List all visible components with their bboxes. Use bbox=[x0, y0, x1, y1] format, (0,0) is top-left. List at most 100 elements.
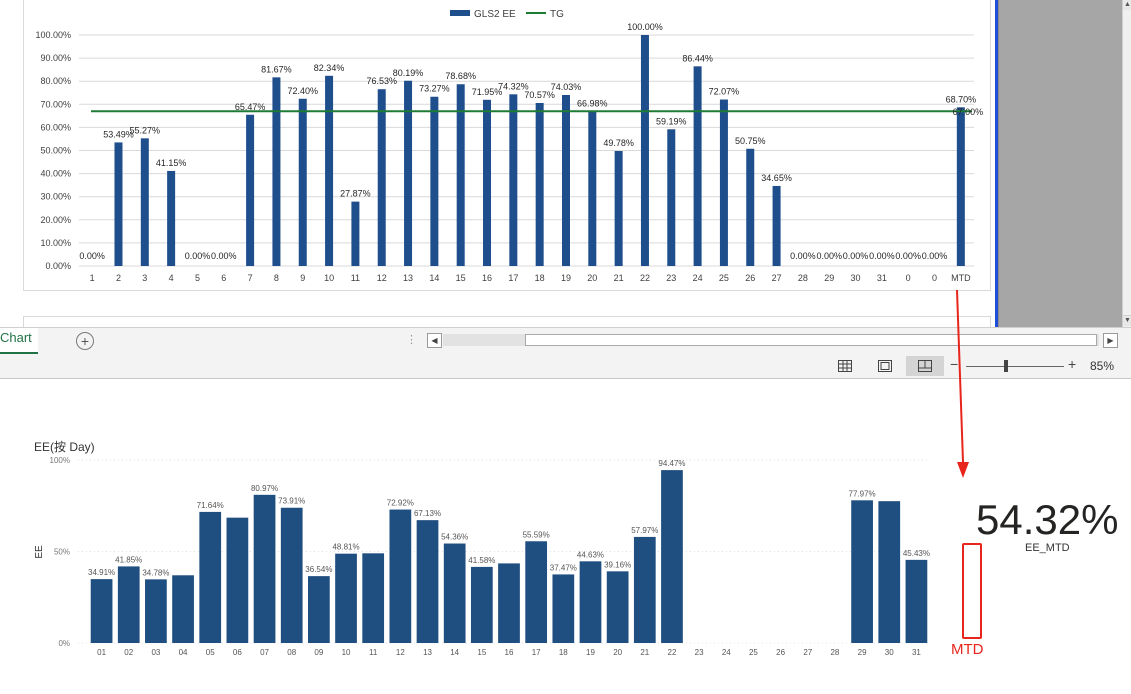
data-label: 71.95% bbox=[472, 87, 503, 97]
x-tick-label: MTD bbox=[951, 273, 971, 283]
scroll-left-icon[interactable]: ◀ bbox=[427, 333, 442, 348]
bar bbox=[246, 114, 255, 266]
bar bbox=[878, 501, 901, 643]
data-label: 0.00% bbox=[790, 251, 816, 261]
data-label: 72.40% bbox=[287, 86, 318, 96]
x-tick-label: 3 bbox=[142, 273, 147, 283]
excel-legend: GLS2 EE TG bbox=[450, 9, 564, 20]
x-tick-label: 12 bbox=[396, 648, 405, 657]
x-tick-label: 7 bbox=[248, 273, 253, 283]
zoom-slider[interactable] bbox=[966, 366, 1064, 367]
excel-chart-svg: GLS2 EE TG0.00%10.00%20.00%30.00%40.00%50… bbox=[35, 9, 983, 283]
data-label: 72.07% bbox=[709, 87, 740, 97]
y-tick-label: 20.00% bbox=[40, 215, 71, 225]
add-sheet-icon[interactable]: + bbox=[76, 332, 94, 350]
x-tick-label: 9 bbox=[300, 273, 305, 283]
bar bbox=[90, 579, 113, 643]
bar bbox=[298, 98, 307, 266]
data-label: 86.44% bbox=[682, 53, 713, 63]
x-tick-label: 23 bbox=[695, 648, 704, 657]
x-tick-label: 31 bbox=[912, 648, 921, 657]
zoom-level[interactable]: 85% bbox=[1090, 359, 1115, 373]
data-label: 55.27% bbox=[130, 125, 161, 135]
data-label: 71.64% bbox=[197, 501, 224, 510]
x-tick-label: 6 bbox=[221, 273, 226, 283]
scroll-down-icon[interactable]: ▼ bbox=[1123, 315, 1131, 326]
bar bbox=[226, 517, 249, 643]
bar bbox=[719, 99, 728, 266]
x-tick-label: 5 bbox=[195, 273, 200, 283]
zoom-in-button[interactable]: + bbox=[1068, 356, 1077, 372]
x-tick-label: 22 bbox=[668, 648, 677, 657]
data-label: 36.54% bbox=[305, 565, 332, 574]
bar bbox=[325, 75, 334, 266]
horizontal-scrollbar[interactable]: ◀ ▶ bbox=[427, 333, 1119, 348]
vertical-scrollbar[interactable]: ▲ ▼ bbox=[1122, 0, 1131, 327]
x-tick-label: 03 bbox=[151, 648, 160, 657]
bar bbox=[253, 494, 276, 643]
y-tick-label: 0% bbox=[58, 639, 70, 648]
data-label: 0.00% bbox=[843, 251, 869, 261]
scroll-track[interactable] bbox=[443, 334, 1099, 346]
page-break-icon bbox=[918, 360, 932, 372]
data-label: 39.16% bbox=[604, 560, 631, 569]
x-tick-label: 27 bbox=[803, 648, 812, 657]
bar bbox=[308, 576, 330, 643]
x-tick-label: 15 bbox=[456, 273, 466, 283]
data-label: 76.53% bbox=[366, 76, 397, 86]
zoom-slider-thumb[interactable] bbox=[1004, 360, 1008, 372]
data-label: 77.97% bbox=[849, 489, 876, 498]
data-label: 57.97% bbox=[631, 526, 658, 535]
data-label: 73.27% bbox=[419, 84, 450, 94]
bar bbox=[172, 575, 194, 643]
bar bbox=[667, 129, 676, 266]
x-tick-label: 19 bbox=[586, 648, 595, 657]
x-tick-label: 12 bbox=[377, 273, 387, 283]
zoom-out-button[interactable]: − bbox=[950, 356, 959, 372]
scroll-up-icon[interactable]: ▲ bbox=[1123, 0, 1131, 10]
y-axis-title: EE bbox=[34, 545, 45, 559]
data-label: 50.75% bbox=[735, 136, 766, 146]
sheet-tab-chart[interactable]: Chart bbox=[0, 328, 38, 354]
x-tick-label: 13 bbox=[423, 648, 432, 657]
bar bbox=[335, 553, 357, 643]
bar bbox=[640, 35, 649, 266]
x-tick-label: 24 bbox=[693, 273, 703, 283]
x-tick-label: 15 bbox=[477, 648, 486, 657]
x-tick-label: 16 bbox=[505, 648, 514, 657]
x-tick-label: 31 bbox=[877, 273, 887, 283]
bar bbox=[633, 536, 656, 643]
normal-view-button[interactable] bbox=[826, 356, 864, 376]
data-label: 100.00% bbox=[627, 22, 663, 32]
x-tick-label: 29 bbox=[824, 273, 834, 283]
y-tick-label: 70.00% bbox=[40, 99, 71, 109]
x-tick-label: 17 bbox=[508, 273, 518, 283]
data-label: 73.91% bbox=[278, 497, 305, 506]
bar bbox=[456, 84, 465, 266]
scroll-thumb[interactable] bbox=[525, 334, 1097, 346]
legend-label-tg: TG bbox=[550, 9, 564, 20]
x-tick-label: 08 bbox=[287, 648, 296, 657]
bar bbox=[561, 94, 570, 267]
x-tick-label: 25 bbox=[719, 273, 729, 283]
scroll-right-icon[interactable]: ▶ bbox=[1103, 333, 1118, 348]
x-tick-label: 26 bbox=[745, 273, 755, 283]
data-label: 45.43% bbox=[903, 549, 930, 558]
data-label: 78.68% bbox=[445, 71, 476, 81]
data-label: 37.47% bbox=[550, 563, 577, 572]
y-tick-label: 50% bbox=[54, 548, 70, 557]
tab-splitter-icon[interactable]: ⋮ bbox=[406, 334, 417, 346]
x-tick-label: 18 bbox=[535, 273, 545, 283]
bar bbox=[588, 111, 597, 266]
x-tick-label: 8 bbox=[274, 273, 279, 283]
bar bbox=[772, 185, 781, 266]
excel-chart[interactable]: GLS2 EE TG 0.00% 10.00% 20.00% 30.00% 40.00% 50… bbox=[23, 0, 991, 291]
x-tick-label: 14 bbox=[450, 648, 459, 657]
page-break-preview-button[interactable] bbox=[906, 356, 944, 376]
page-layout-button[interactable] bbox=[866, 356, 904, 376]
bar bbox=[377, 89, 386, 266]
bar bbox=[498, 563, 520, 643]
data-label: 66.98% bbox=[577, 98, 608, 108]
outside-sheet-area bbox=[998, 0, 1123, 327]
y-tick-label: 60.00% bbox=[40, 122, 71, 132]
